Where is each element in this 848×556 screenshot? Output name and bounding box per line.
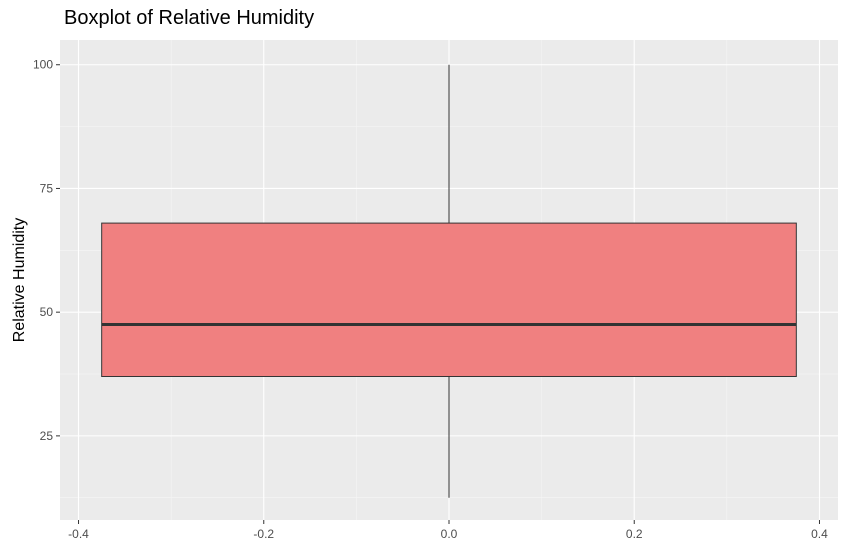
box-iqr bbox=[101, 222, 797, 377]
x-tick-label: -0.4 bbox=[68, 527, 89, 541]
chart-title: Boxplot of Relative Humidity bbox=[64, 7, 315, 29]
y-tick-label: 25 bbox=[40, 429, 54, 443]
x-tick-label: 0.2 bbox=[626, 527, 643, 541]
y-tick-label: 75 bbox=[40, 181, 54, 195]
y-axis-title: Relative Humidity bbox=[11, 218, 28, 342]
x-tick-label: 0.4 bbox=[811, 527, 828, 541]
x-tick-label: 0.0 bbox=[441, 527, 458, 541]
boxplot bbox=[101, 64, 797, 498]
axes: 25 50 75 100 -0.4 -0.2 0.0 0.2 0.4 bbox=[33, 58, 828, 541]
y-tick-label: 100 bbox=[33, 58, 53, 72]
y-tick-label: 50 bbox=[40, 305, 54, 319]
x-tick-label: -0.2 bbox=[253, 527, 274, 541]
